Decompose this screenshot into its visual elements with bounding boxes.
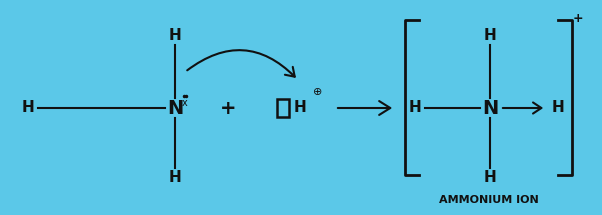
FancyArrowPatch shape [503,102,541,114]
Text: ⊕: ⊕ [313,87,323,97]
Text: +: + [220,98,236,118]
FancyArrowPatch shape [338,101,390,115]
Text: H: H [409,100,421,115]
Text: N: N [482,98,498,118]
Text: x: x [182,98,188,108]
Bar [277,99,289,117]
Text: H: H [551,100,565,115]
Text: H: H [169,170,181,186]
FancyArrowPatch shape [187,50,295,77]
Text: H: H [483,28,497,43]
Text: H: H [22,100,34,115]
Text: H: H [483,170,497,186]
Text: +: + [573,11,583,25]
Text: AMMONIUM ION: AMMONIUM ION [439,195,538,205]
Text: H: H [169,28,181,43]
Text: H: H [294,100,306,115]
Text: N: N [167,98,183,118]
